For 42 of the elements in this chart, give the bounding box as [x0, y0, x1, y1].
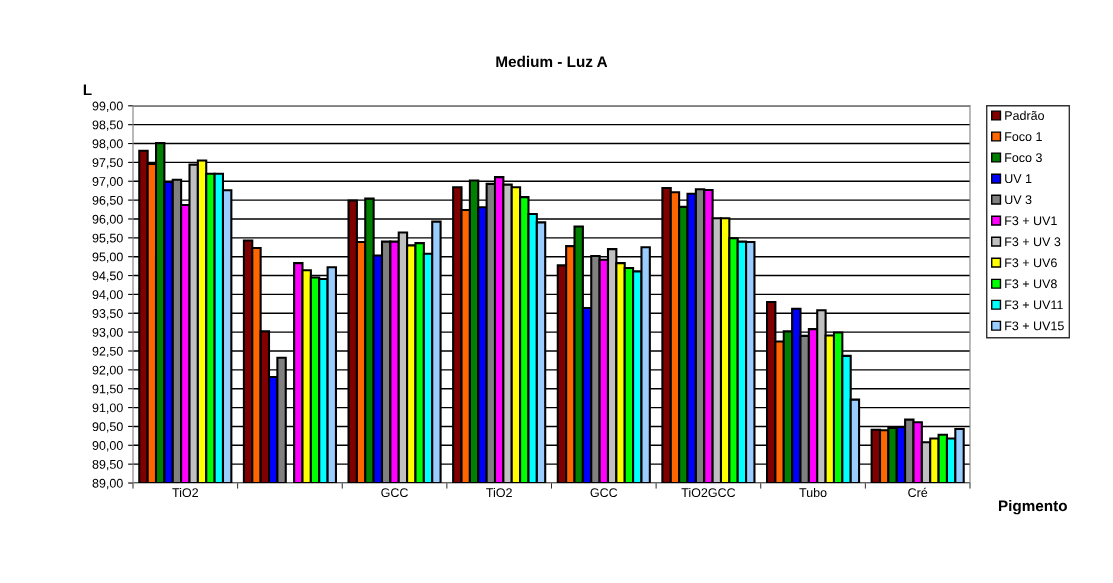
legend-label: F3 + UV1	[1005, 216, 1057, 226]
y-axis-title: L	[83, 84, 92, 96]
legend-label: F3 + UV8	[1005, 279, 1057, 289]
y-tick-label: 89,50	[92, 459, 123, 471]
y-tick-label: 96,00	[92, 214, 123, 226]
y-tick-label: 98,00	[92, 139, 123, 150]
y-tick-label: 90,00	[92, 441, 123, 452]
x-tick-label: TiO2GCC	[681, 487, 736, 498]
chart-title: Medium - Luz A	[496, 55, 608, 68]
legend-label: UV 3	[1005, 195, 1032, 205]
y-tick-label: 89,00	[92, 478, 123, 490]
legend-label: F3 + UV6	[1005, 258, 1057, 268]
x-tick-label: GCC	[381, 488, 408, 498]
x-axis-title: Pigmento	[998, 499, 1067, 515]
legend-label: F3 + UV 3	[1005, 237, 1061, 247]
x-tick-label: TiO2	[486, 487, 512, 498]
legend-label: Foco 1	[1005, 132, 1042, 142]
legend-label: F3 + UV11	[1005, 300, 1063, 310]
y-tick-label: 97,00	[92, 177, 123, 188]
legend-label: Foco 3	[1005, 153, 1042, 163]
y-tick-label: 91,50	[92, 384, 123, 395]
x-tick-label: TiO2	[172, 487, 198, 498]
y-tick-label: 93,00	[92, 327, 123, 339]
y-tick-label: 96,50	[92, 195, 123, 207]
legend-label: Padrão	[1005, 110, 1044, 120]
y-tick-label: 92,50	[92, 346, 123, 358]
x-tick-label: GCC	[590, 488, 618, 498]
y-tick-label: 94,00	[92, 290, 123, 301]
y-tick-label: 98,50	[92, 120, 123, 131]
x-tick-label: Cré	[908, 487, 928, 498]
y-tick-label: 91,00	[92, 403, 123, 414]
legend-label: UV 1	[1005, 174, 1032, 184]
y-tick-label: 95,50	[92, 233, 123, 244]
y-tick-label: 99,00	[92, 101, 123, 112]
legend-label: F3 + UV15	[1005, 321, 1064, 331]
y-tick-label: 94,50	[92, 271, 123, 282]
x-tick-label: Tubo	[799, 487, 827, 498]
y-tick-label: 97,50	[92, 158, 123, 169]
y-tick-label: 93,50	[92, 309, 123, 320]
y-tick-label: 95,00	[92, 252, 123, 263]
y-tick-label: 90,50	[92, 422, 123, 433]
y-tick-label: 92,00	[92, 365, 123, 376]
